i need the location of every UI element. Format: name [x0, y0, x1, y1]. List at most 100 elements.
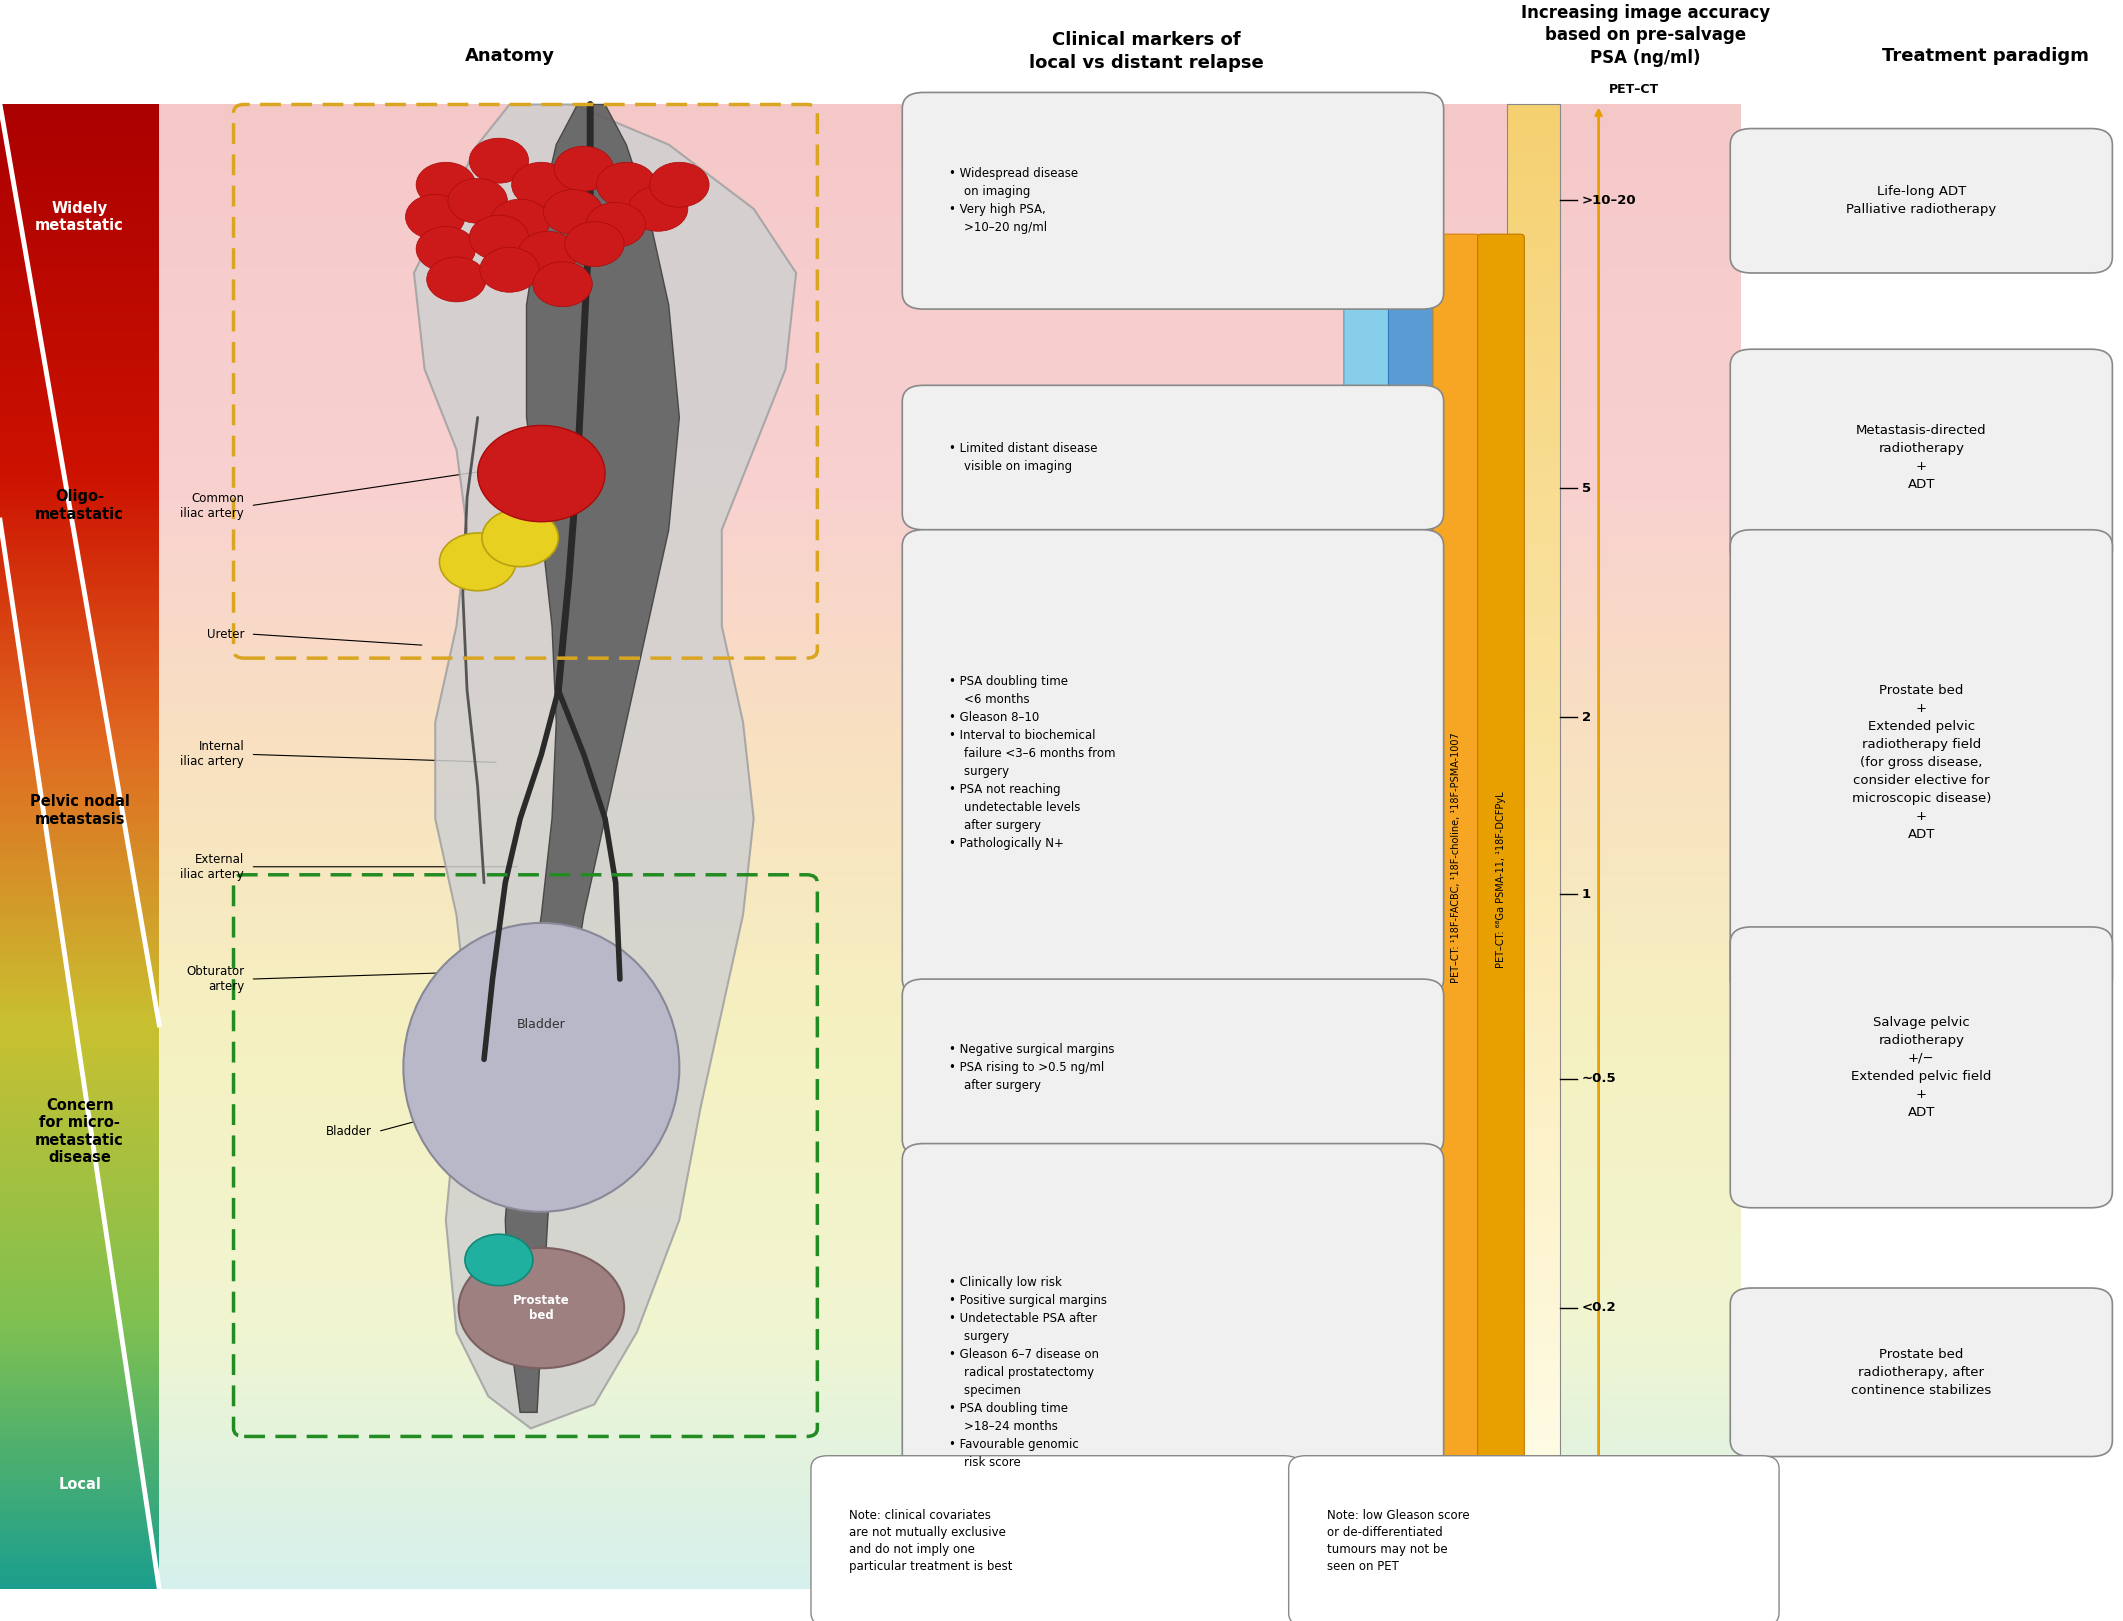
Text: Clinical markers of
local vs distant relapse: Clinical markers of local vs distant rel… — [1030, 31, 1263, 73]
Bar — [159, 1485, 1741, 1490]
Circle shape — [586, 203, 645, 248]
Bar — [1507, 1049, 1560, 1054]
Bar — [159, 545, 1741, 550]
Bar — [159, 882, 1741, 887]
Bar — [1507, 1522, 1560, 1527]
Bar — [1507, 488, 1560, 493]
Bar — [1507, 267, 1560, 272]
Bar — [0, 550, 159, 554]
Bar — [1507, 729, 1560, 734]
Bar — [1507, 1389, 1560, 1394]
Bar — [1507, 1242, 1560, 1247]
Bar — [0, 456, 159, 460]
Bar — [159, 1316, 1741, 1321]
Bar — [1507, 1208, 1560, 1213]
Bar — [1507, 1404, 1560, 1409]
Bar — [159, 1253, 1741, 1258]
Bar — [0, 1559, 159, 1564]
Bar — [159, 366, 1741, 371]
Bar — [1507, 901, 1560, 906]
Bar — [0, 253, 159, 258]
Text: Life-long ADT
Palliative radiotherapy: Life-long ADT Palliative radiotherapy — [1847, 185, 1996, 216]
Bar — [0, 530, 159, 535]
Bar — [159, 1149, 1741, 1154]
Bar — [159, 204, 1741, 209]
Bar — [1507, 524, 1560, 528]
Bar — [159, 120, 1741, 125]
Bar — [159, 1084, 1741, 1089]
Bar — [1507, 212, 1560, 217]
Bar — [1507, 287, 1560, 292]
Bar — [159, 183, 1741, 188]
Bar — [1507, 606, 1560, 611]
Bar — [0, 673, 159, 679]
Text: >10–20: >10–20 — [1582, 195, 1637, 207]
Bar — [1507, 562, 1560, 567]
Bar — [159, 619, 1741, 624]
Bar — [1507, 1375, 1560, 1379]
Bar — [159, 1258, 1741, 1263]
Bar — [1507, 862, 1560, 867]
Bar — [159, 1396, 1741, 1401]
Bar — [1507, 1571, 1560, 1576]
Bar — [159, 976, 1741, 981]
Bar — [1507, 415, 1560, 420]
Text: • Negative surgical margins
• PSA rising to >0.5 ng/ml
    after surgery: • Negative surgical margins • PSA rising… — [949, 1042, 1115, 1093]
Bar — [1507, 1448, 1560, 1452]
Circle shape — [416, 162, 476, 207]
Bar — [159, 511, 1741, 515]
Bar — [1507, 661, 1560, 666]
Bar — [1507, 277, 1560, 282]
Bar — [0, 1292, 159, 1297]
Bar — [0, 614, 159, 619]
Bar — [1507, 248, 1560, 253]
Bar — [0, 713, 159, 718]
Bar — [159, 916, 1741, 921]
Bar — [1507, 1339, 1560, 1345]
Bar — [0, 1436, 159, 1441]
Bar — [159, 841, 1741, 846]
Bar — [0, 1109, 159, 1114]
Bar — [159, 480, 1741, 485]
Bar — [159, 520, 1741, 525]
Bar — [0, 1574, 159, 1579]
Bar — [0, 971, 159, 976]
Bar — [159, 1559, 1741, 1564]
Bar — [1507, 420, 1560, 425]
Bar — [159, 767, 1741, 773]
Bar — [0, 1297, 159, 1302]
Circle shape — [512, 162, 571, 207]
Bar — [0, 1084, 159, 1089]
Bar — [0, 485, 159, 491]
Bar — [1507, 391, 1560, 396]
Bar — [0, 332, 159, 337]
Bar — [159, 1519, 1741, 1525]
Bar — [0, 104, 159, 110]
Bar — [0, 303, 159, 308]
Bar — [0, 911, 159, 916]
Bar — [1507, 1148, 1560, 1153]
Text: <0.2: <0.2 — [1582, 1302, 1616, 1315]
Bar — [1507, 292, 1560, 297]
Bar — [0, 154, 159, 159]
Bar — [159, 1352, 1741, 1357]
Bar — [0, 802, 159, 807]
Bar — [1507, 483, 1560, 488]
Bar — [159, 1287, 1741, 1292]
Bar — [159, 689, 1741, 694]
Bar — [1507, 242, 1560, 248]
Bar — [0, 282, 159, 287]
Bar — [1507, 1467, 1560, 1472]
Bar — [0, 877, 159, 882]
Ellipse shape — [403, 922, 679, 1213]
FancyBboxPatch shape — [1344, 233, 1391, 1008]
Bar — [0, 1000, 159, 1005]
Text: Oligo-
metastatic: Oligo- metastatic — [36, 490, 123, 522]
Bar — [159, 1436, 1741, 1441]
Text: Local: Local — [57, 1477, 102, 1491]
Bar — [1507, 1084, 1560, 1089]
Bar — [159, 361, 1741, 366]
Bar — [0, 178, 159, 183]
Bar — [1507, 1370, 1560, 1375]
Bar — [1507, 533, 1560, 538]
